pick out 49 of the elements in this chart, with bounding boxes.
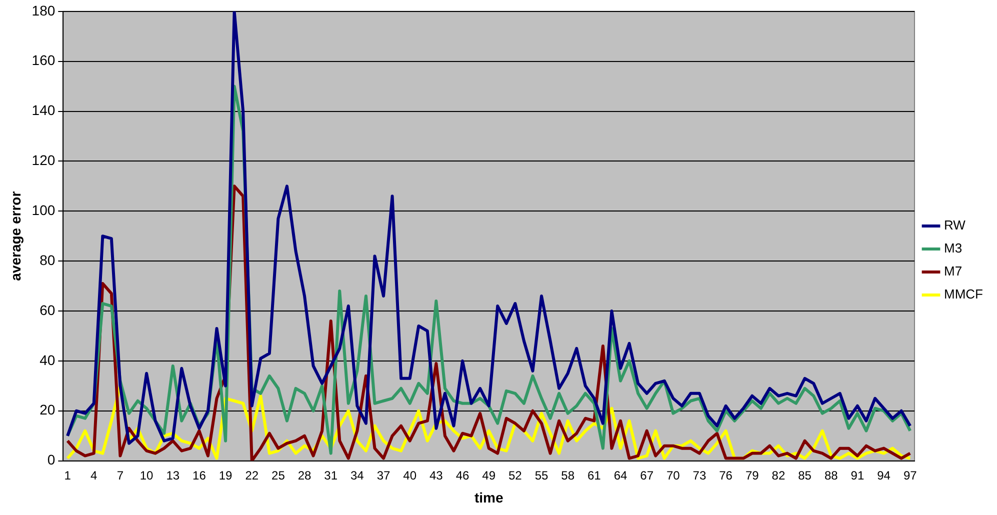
x-tick-label: 10 [140,468,154,482]
x-tick-label: 34 [350,468,364,482]
y-tick-label: 40 [40,352,56,368]
x-tick-label: 88 [824,468,838,482]
x-tick-label: 19 [218,468,233,482]
x-tick-label: 76 [719,468,733,482]
x-tick-label: 58 [561,468,575,482]
x-tick-label: 43 [429,468,444,482]
x-tick-label: 22 [245,468,259,482]
x-tick-label: 91 [850,468,864,482]
x-tick-label: 82 [772,468,786,482]
x-tick-label: 40 [403,468,417,482]
x-tick-label: 46 [456,468,470,482]
x-tick-label: 31 [324,468,338,482]
y-tick-label: 140 [32,102,56,118]
x-tick-label: 25 [272,468,286,482]
y-tick-label: 120 [32,152,56,168]
x-axis-title: time [474,489,504,506]
y-tick-label: 60 [40,302,56,318]
x-tick-label: 97 [903,468,918,482]
x-tick-label: 52 [508,468,522,482]
y-tick-label: 0 [47,452,56,468]
x-tick-label: 61 [587,468,602,482]
x-tick-label: 55 [534,468,548,482]
x-tick-label: 94 [877,468,891,482]
x-tick-label: 49 [482,468,496,482]
x-tick-label: 67 [640,468,654,482]
y-tick-label: 180 [32,2,56,18]
y-tick-label: 80 [40,252,56,268]
legend-label: M7 [944,264,962,279]
x-tick-label: 85 [798,468,812,482]
y-tick-label: 160 [32,52,56,68]
x-tick-label: 70 [666,468,680,482]
x-tick-label: 13 [166,468,180,482]
x-tick-label: 16 [192,468,206,482]
x-tick-label: 73 [692,468,706,482]
x-tick-label: 7 [116,468,124,482]
legend-label: M3 [944,240,962,256]
y-tick-label: 100 [32,202,56,218]
x-tick-label: 28 [298,468,312,482]
x-tick-label: 64 [614,468,628,482]
legend-label: MMCF [944,286,984,302]
x-tick-label: 1 [64,468,72,482]
legend-label: RW [944,218,966,233]
x-tick-label: 4 [90,468,98,482]
y-tick-label: 20 [40,402,56,418]
x-tick-label: 37 [376,468,391,482]
x-tick-label: 79 [745,468,760,482]
y-axis-title: average error [7,190,24,281]
